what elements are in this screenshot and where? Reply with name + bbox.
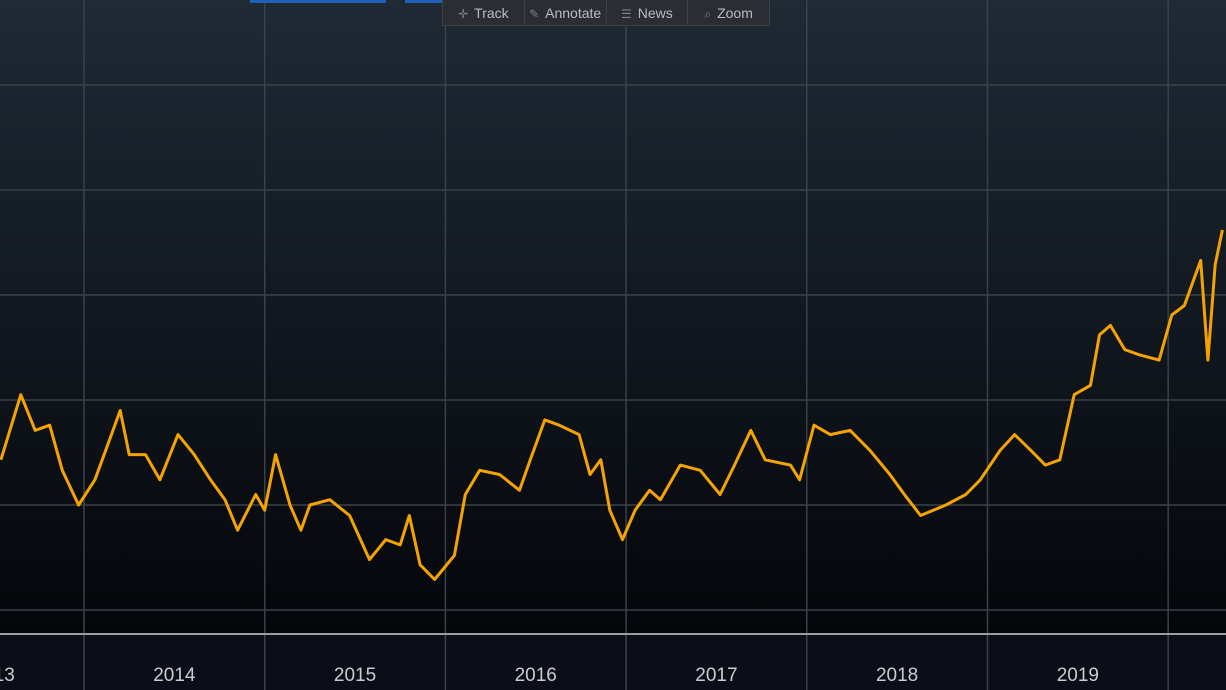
- x-tick-label: 2018: [876, 665, 918, 686]
- x-tick-label: 2016: [515, 665, 557, 686]
- x-tick-label: 2015: [334, 665, 376, 686]
- track-button[interactable]: ✛ Track: [443, 0, 525, 26]
- button-label: News: [637, 4, 673, 21]
- x-tick-label: 2013: [0, 665, 15, 686]
- x-tick-label: 2017: [695, 665, 737, 686]
- price-line: [0, 229, 1224, 581]
- button-label: Annotate: [545, 4, 602, 21]
- news-button[interactable]: ☰ News: [607, 0, 689, 26]
- x-tick-label: 2019: [1057, 665, 1099, 686]
- toolbar: ✛ Track ✎ Annotate ☰ News ⌕ Zoom: [442, 0, 770, 26]
- tab-indicator: [405, 0, 455, 3]
- x-tick-label: 2014: [153, 665, 196, 686]
- tab-indicator: [250, 0, 386, 3]
- plot-background: [0, 0, 1226, 634]
- button-label: Zoom: [717, 4, 753, 21]
- zoom-button[interactable]: ⌕ Zoom: [704, 4, 753, 21]
- button-label: Track: [474, 4, 509, 21]
- axis-band: [0, 634, 1226, 690]
- annotate-button[interactable]: ✎ Annotate: [525, 0, 607, 26]
